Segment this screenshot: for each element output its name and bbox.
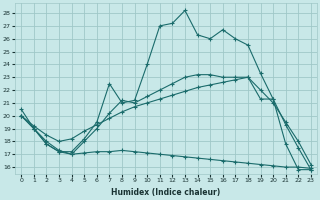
X-axis label: Humidex (Indice chaleur): Humidex (Indice chaleur) bbox=[111, 188, 221, 197]
